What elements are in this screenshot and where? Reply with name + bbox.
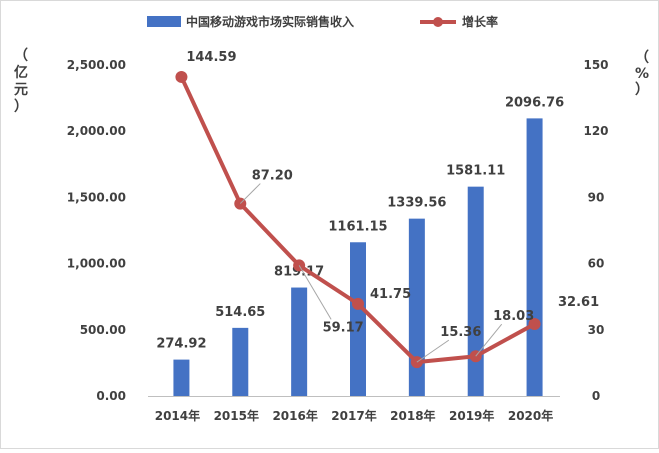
bar-data-label: 1161.15: [328, 219, 387, 234]
bar-data-label: 2096.76: [505, 95, 564, 110]
data-label-leader: [298, 265, 332, 320]
y-right-unit-char: ）: [635, 82, 649, 98]
legend-swatch-bars: [147, 16, 181, 27]
bar: [291, 287, 308, 396]
y-left-tick-label: 0.00: [96, 389, 126, 403]
y-left-tick-label: 2,000.00: [67, 124, 126, 138]
y-left-unit-char: ）: [14, 99, 28, 115]
growth-rate-point: [352, 297, 364, 310]
bar-data-label: 1581.11: [446, 164, 505, 179]
line-data-label: 41.75: [370, 287, 411, 302]
y-left-tick-label: 1,500.00: [67, 190, 126, 204]
data-label-leader: [416, 339, 450, 363]
y-right-tick-label: 120: [583, 124, 608, 138]
x-tick-label: 2015年: [214, 408, 259, 423]
x-tick-label: 2018年: [390, 408, 435, 423]
bar-data-label: 274.92: [156, 337, 206, 352]
line-data-label: 59.17: [323, 320, 364, 335]
data-label-leader: [475, 323, 503, 357]
bar-data-label: 1339.56: [387, 196, 446, 211]
y-right-tick-label: 150: [583, 58, 608, 72]
y-right-unit-char: %: [635, 66, 649, 82]
y-left-tick-label: 500.00: [80, 323, 126, 337]
x-tick-label: 2017年: [331, 408, 376, 423]
line-data-label: 144.59: [186, 50, 236, 65]
line-data-label: 18.03: [493, 309, 534, 324]
bar: [526, 118, 543, 396]
legend-label-bars: 中国移动游戏市场实际销售收入: [186, 14, 354, 29]
x-tick-label: 2019年: [449, 408, 494, 423]
bar: [350, 242, 366, 396]
x-tick-label: 2020年: [508, 408, 553, 423]
bar: [408, 218, 425, 396]
line-data-label: 87.20: [252, 169, 293, 184]
y-right-tick-label: 60: [588, 257, 605, 271]
bar: [467, 186, 484, 396]
y-right-unit-char: （: [635, 50, 649, 66]
legend-label-line: 增长率: [462, 14, 498, 29]
y-right-tick-label: 0: [592, 389, 600, 403]
bar: [173, 359, 190, 396]
y-left-tick-label: 1,000.00: [67, 257, 126, 271]
y-right-tick-label: 30: [588, 323, 605, 337]
x-tick-label: 2016年: [272, 408, 317, 423]
line-data-label: 32.61: [558, 295, 599, 310]
x-tick-label: 2014年: [155, 408, 200, 423]
legend-marker-line: [433, 17, 443, 27]
data-label-leader: [239, 183, 261, 204]
y-left-unit-char: 元: [14, 82, 28, 98]
bar-data-label: 514.65: [215, 305, 265, 320]
y-left-tick-label: 2,500.00: [67, 58, 126, 72]
y-left-unit-char: 亿: [14, 64, 28, 81]
y-right-tick-label: 90: [588, 190, 605, 204]
line-data-label: 15.36: [440, 325, 481, 340]
growth-rate-point: [528, 318, 541, 331]
growth-rate-point: [175, 70, 188, 83]
y-left-unit-char: （: [14, 48, 28, 64]
bar: [232, 327, 249, 396]
